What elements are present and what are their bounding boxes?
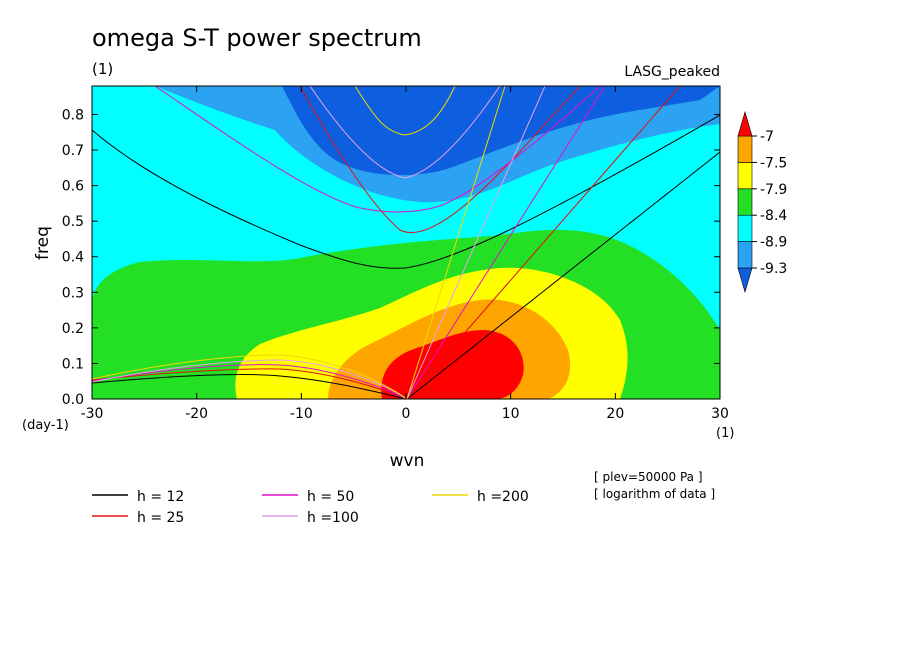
h12-rossby: [92, 373, 408, 399]
x-tick-label: 30: [711, 406, 729, 422]
colorbar-arrow-low: [737, 267, 753, 294]
contour-fill: [92, 86, 720, 399]
colorbar-segment: [737, 162, 753, 190]
h25-kelvin: [406, 86, 681, 399]
note-log: [ logarithm of data ]: [594, 487, 715, 501]
y-axis: 0.0 0.1 0.2 0.3 0.4 0.5 0.6 0.7 0.8: [62, 107, 720, 408]
curves-h200: [92, 86, 506, 399]
legend-label: h = 25: [137, 510, 184, 526]
h200-kelvin: [406, 86, 506, 399]
legend-label: h = 12: [137, 489, 184, 505]
y-axis-label: freq: [33, 226, 53, 260]
h25-rossby: [92, 368, 408, 399]
y-tick-label: 0.6: [62, 179, 84, 195]
x-tick-label: -10: [290, 406, 313, 422]
x-tick-label: 0: [402, 406, 411, 422]
y-tick-label: 0.3: [62, 285, 84, 301]
colorbar-label: -7.9: [760, 182, 787, 198]
colorbar-label: -9.3: [760, 261, 787, 277]
y-tick-label: 0.2: [62, 321, 84, 337]
h100-kelvin: [406, 86, 546, 399]
colorbar-label: -8.9: [760, 235, 787, 251]
y-tick-label: 0.8: [62, 107, 84, 123]
note-plev: [ plev=50000 Pa ]: [594, 470, 703, 484]
x-tick-label: -20: [185, 406, 208, 422]
x-tick-label: 10: [502, 406, 520, 422]
curves-h25: [92, 86, 681, 399]
h12-kelvin: [406, 151, 720, 399]
legend-label: h = 50: [307, 489, 354, 505]
h50-rossby: [92, 364, 408, 399]
h200-inertio-gravity: [354, 86, 456, 136]
x-unit-label: (1): [716, 426, 734, 441]
h200-rossby: [92, 354, 408, 399]
y-tick-label: 0.5: [62, 214, 84, 230]
chart-title: omega S-T power spectrum: [92, 24, 422, 52]
colorbar: -7 -7.5 -7.9 -8.4 -8.9 -9.3: [737, 110, 787, 294]
colorbar-segment: [737, 214, 753, 242]
h50-inertio-gravity: [154, 86, 601, 213]
y-tick-label: 0.4: [62, 250, 84, 266]
colorbar-label: -8.4: [760, 208, 787, 224]
y-tick-label: 0.1: [62, 356, 84, 372]
y-tick-label: 0.7: [62, 143, 84, 159]
curves-h100: [92, 86, 546, 399]
x-tick-label: 20: [606, 406, 624, 422]
legend-label: h =200: [477, 489, 529, 505]
h25-inertio-gravity: [299, 86, 581, 233]
case-label: LASG_peaked: [624, 64, 720, 80]
colorbar-segment: [737, 188, 753, 216]
colorbar-label: -7.5: [760, 155, 787, 171]
chart-subtitle: (1): [92, 60, 113, 78]
curves-h12: [92, 114, 720, 399]
h12-inertio-gravity: [92, 114, 720, 269]
legend-label: h =100: [307, 510, 359, 526]
x-axis-label: wvn: [390, 451, 425, 471]
colorbar-label: -7: [760, 129, 774, 145]
colorbar-segment: [737, 135, 753, 163]
y-unit-label: (day-1): [22, 418, 69, 433]
x-axis: -30 -20 -10 0 10 20 30: [81, 86, 729, 422]
curves-h50: [92, 86, 606, 399]
band-level-7: [381, 330, 524, 399]
h50-kelvin: [406, 86, 606, 399]
colorbar-segment: [737, 241, 753, 269]
h100-rossby: [92, 359, 408, 399]
x-tick-label: -30: [81, 406, 104, 422]
y-tick-label: 0.0: [62, 392, 84, 408]
legend: h = 12 h = 25 h = 50 h =100 h =200: [92, 489, 529, 526]
colorbar-arrow-high: [737, 110, 753, 137]
h100-inertio-gravity: [309, 86, 501, 179]
dispersion-curves: [92, 86, 720, 399]
notes: [ plev=50000 Pa ] [ logarithm of data ]: [594, 470, 715, 501]
